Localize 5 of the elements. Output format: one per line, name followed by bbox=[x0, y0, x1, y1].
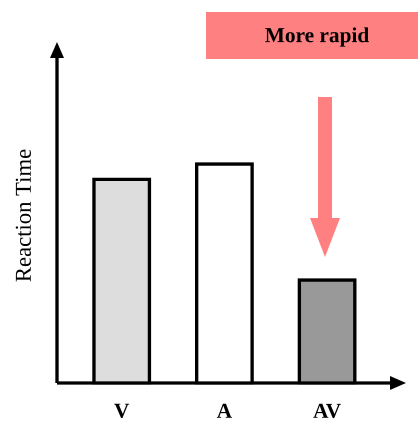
text: More rapid bbox=[265, 27, 369, 47]
y-axis-title: Reaction Time bbox=[16, 150, 31, 282]
x-tick-label: A bbox=[216, 404, 232, 418]
x-tick-label: V bbox=[114, 404, 130, 418]
x-tick-label: AV bbox=[313, 404, 341, 418]
